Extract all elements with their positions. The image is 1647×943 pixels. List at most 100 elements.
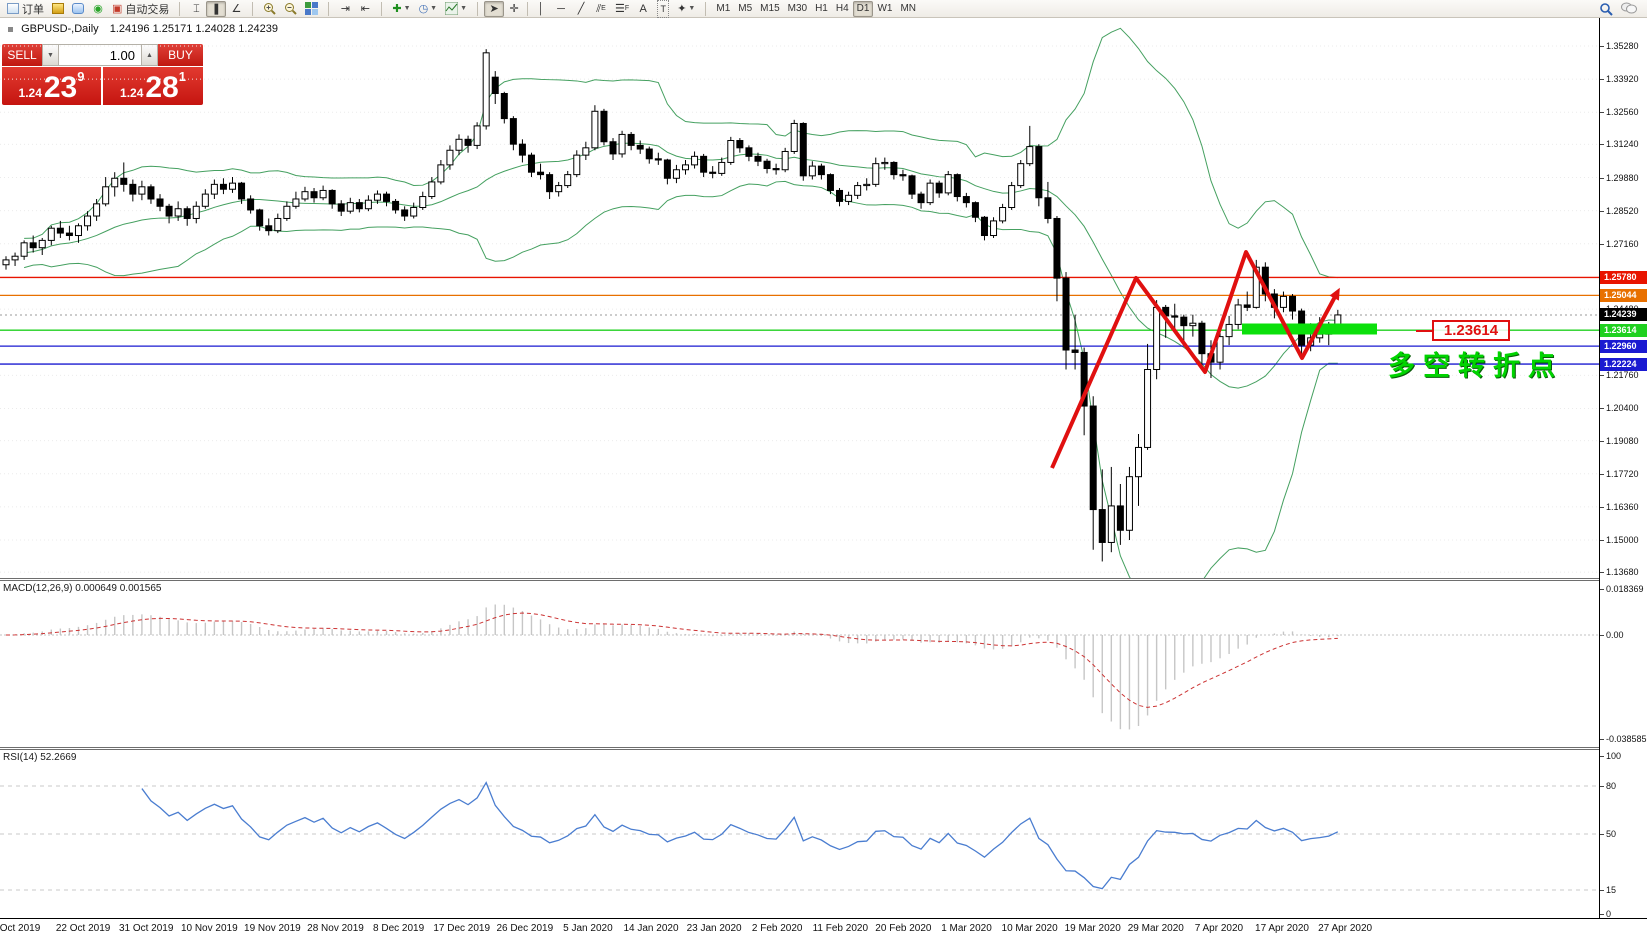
rsi-level-label: 0 [1606, 909, 1612, 919]
timeframe-m30-button[interactable]: M30 [787, 3, 808, 14]
horizontal-line-icon: ─ [557, 2, 565, 15]
zoom-out-button[interactable] [280, 1, 301, 17]
zoom-in-button[interactable] [259, 1, 280, 17]
price-tick-label: 1.28520 [1606, 205, 1639, 216]
templates-button[interactable]: ▼ [441, 1, 471, 17]
toolbar-separator [477, 1, 479, 16]
toolbox-button[interactable] [48, 1, 68, 17]
trendline-tool-button[interactable]: ╱ [571, 1, 591, 17]
time-axis-label: 7 Apr 2020 [1194, 923, 1244, 934]
timeframe-mn-button[interactable]: MN [900, 3, 917, 14]
sell-price-point: 9 [77, 69, 85, 84]
search-button[interactable] [1595, 1, 1617, 17]
tick-mark [1600, 112, 1604, 114]
tick-mark [1600, 540, 1604, 542]
time-axis-label: 17 Dec 2019 [433, 923, 491, 934]
price-axis[interactable]: 1.35280 1.33920 1.32560 1.31240 1.29880 1.285… [1600, 18, 1647, 919]
candlestick-icon: ❚ [211, 2, 222, 15]
signals-button[interactable]: ◉ [88, 1, 108, 17]
tick-mark [1600, 210, 1604, 212]
note-annotation-text[interactable]: 多空转折点 [1388, 351, 1563, 381]
timeframe-m5-button[interactable]: M5 [738, 3, 753, 14]
price-tick-label: 1.13680 [1606, 567, 1639, 578]
timeframe-w1-button[interactable]: W1 [877, 3, 893, 14]
chat-icon [1621, 2, 1637, 14]
tile-windows-button[interactable] [301, 1, 322, 17]
chart-shift-button[interactable]: ⇤ [355, 1, 375, 17]
macd-indicator-pane[interactable] [0, 581, 1647, 747]
shapes-icon: ✦ [677, 2, 687, 15]
bar-chart-button[interactable]: ⌶ [186, 1, 206, 17]
shapes-tool-button[interactable]: ✦ ▼ [673, 1, 699, 17]
buy-price-display[interactable]: 1.24 28 1 [103, 67, 203, 105]
ohlc-readout: 1.24196 1.25171 1.24028 1.24239 [109, 23, 278, 35]
text-tool-button[interactable]: A [633, 1, 653, 17]
level-annotation-box[interactable]: 1.23614 [1432, 320, 1510, 341]
chat-button[interactable] [1617, 1, 1641, 17]
chevron-down-icon: ▼ [460, 5, 468, 12]
new-chart-button[interactable]: ✚ ▼ [388, 1, 414, 17]
volume-input[interactable] [59, 44, 141, 66]
vertical-line-tool-button[interactable]: │ [531, 1, 551, 17]
timeframe-h4-button[interactable]: H4 [835, 3, 849, 14]
line-chart-icon: ∠ [231, 2, 242, 15]
macd-zero-label: 0.00 [1606, 630, 1624, 640]
timeframe-h1-button[interactable]: H1 [815, 3, 828, 14]
level-price-badge: 1.25044 [1600, 288, 1647, 302]
line-chart-button[interactable]: ∠ [226, 1, 246, 17]
timeframe-m1-button[interactable]: M1 [716, 3, 731, 14]
volume-decrease-button[interactable]: ▼ [42, 44, 59, 66]
main-toolbar: 订单 ◉ ▣ 自动交易 ⌶ ❚ ∠ [0, 0, 1647, 18]
sell-price-display[interactable]: 1.24 23 9 [2, 67, 101, 105]
fibonacci-tool-button[interactable]: ☰ F [611, 1, 633, 17]
time-axis-label: Oct 2019 [0, 923, 41, 934]
chart-title: GBPUSD-,Daily 1.24196 1.25171 1.24028 1.… [8, 23, 278, 35]
new-chart-icon: ✚ [392, 2, 402, 15]
time-axis-label: 1 Mar 2020 [941, 923, 992, 934]
macd-min-label: -0.038585 [1606, 734, 1647, 744]
current-price-badge: 1.24239 [1600, 308, 1647, 322]
tick-mark [1600, 739, 1604, 740]
time-axis[interactable]: Oct 2019 22 Oct 2019 31 Oct 2019 10 Nov 201… [0, 918, 1647, 943]
horizontal-line-tool-button[interactable]: ─ [551, 1, 571, 17]
buy-price-pips: 28 [145, 71, 179, 104]
rsi-indicator-pane[interactable] [0, 750, 1647, 918]
template-icon [445, 2, 459, 15]
pane-separator[interactable] [0, 747, 1647, 750]
time-axis-label: 2 Feb 2020 [751, 923, 803, 934]
price-tick-label: 1.32560 [1606, 107, 1639, 118]
tick-mark [1600, 375, 1604, 377]
tick-mark [1600, 473, 1604, 475]
toolbar-separator [179, 1, 181, 16]
pane-separator[interactable] [0, 578, 1647, 581]
autotrading-button[interactable]: ▣ 自动交易 [108, 1, 173, 17]
order-icon [7, 3, 19, 14]
search-icon [1600, 2, 1613, 16]
timeframe-m15-button[interactable]: M15 [760, 3, 780, 14]
channel-icon: ⫽ [596, 2, 602, 15]
price-tick-label: 1.21760 [1606, 370, 1639, 381]
auto-scroll-button[interactable]: ⇥ [335, 1, 355, 17]
price-tick-label: 1.15000 [1606, 535, 1639, 546]
volume-increase-button[interactable]: ▲ [141, 44, 158, 66]
channel-tool-button[interactable]: ⫽ E [591, 1, 611, 17]
candlestick-chart-button[interactable]: ❚ [206, 0, 227, 17]
price-chart-pane[interactable] [0, 18, 1647, 578]
toolbar-separator [328, 1, 330, 16]
axis-border [1599, 18, 1600, 918]
price-tick-label: 1.35280 [1606, 41, 1639, 51]
cursor-tool-button[interactable]: ➤ [484, 0, 505, 17]
timeframe-d1-button[interactable]: D1 [852, 0, 874, 17]
time-axis-label: 5 Jan 2020 [563, 923, 613, 934]
crosshair-tool-button[interactable]: ✛ [504, 1, 524, 17]
autotrading-label: 自动交易 [125, 3, 170, 16]
label-tool-button[interactable]: T [653, 0, 673, 18]
periods-button[interactable]: ◷ ▼ [415, 1, 442, 17]
new-order-button[interactable]: 订单 [3, 1, 48, 17]
sell-button[interactable]: SELL [2, 44, 42, 66]
charts-cloud-button[interactable] [68, 1, 88, 17]
buy-price-point: 1 [178, 69, 186, 84]
tile-windows-icon [305, 2, 319, 15]
buy-button[interactable]: BUY [158, 44, 203, 66]
vertical-line-icon: │ [537, 2, 545, 15]
